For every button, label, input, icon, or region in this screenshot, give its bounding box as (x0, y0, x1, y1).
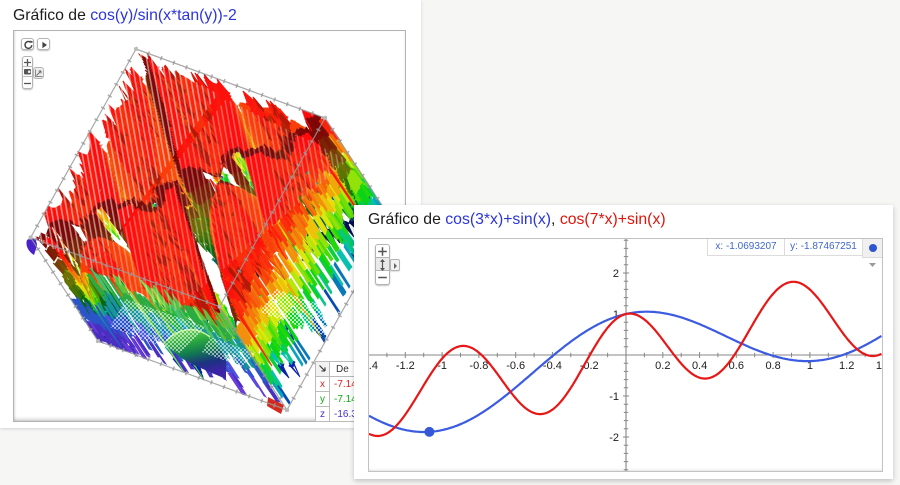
svg-text:-1: -1 (437, 360, 447, 372)
svg-text:1.4: 1.4 (876, 360, 882, 372)
svg-text:-2: -2 (609, 432, 619, 444)
svg-text:0.6: 0.6 (729, 360, 744, 372)
svg-text:1: 1 (807, 360, 813, 372)
svg-text:-0.8: -0.8 (469, 360, 488, 372)
svg-text:-1.2: -1.2 (396, 360, 415, 372)
svg-text:-1: -1 (609, 391, 619, 403)
svg-text:-0.4: -0.4 (543, 360, 562, 372)
svg-text:0.8: 0.8 (765, 360, 780, 372)
svg-text:-0.6: -0.6 (506, 360, 525, 372)
svg-text:2: 2 (613, 268, 619, 280)
svg-text:0.2: 0.2 (655, 360, 670, 372)
svg-text:-1.4: -1.4 (369, 360, 378, 372)
svg-text:1.2: 1.2 (839, 360, 854, 372)
svg-text:1: 1 (613, 309, 619, 321)
svg-text:0.4: 0.4 (692, 360, 707, 372)
